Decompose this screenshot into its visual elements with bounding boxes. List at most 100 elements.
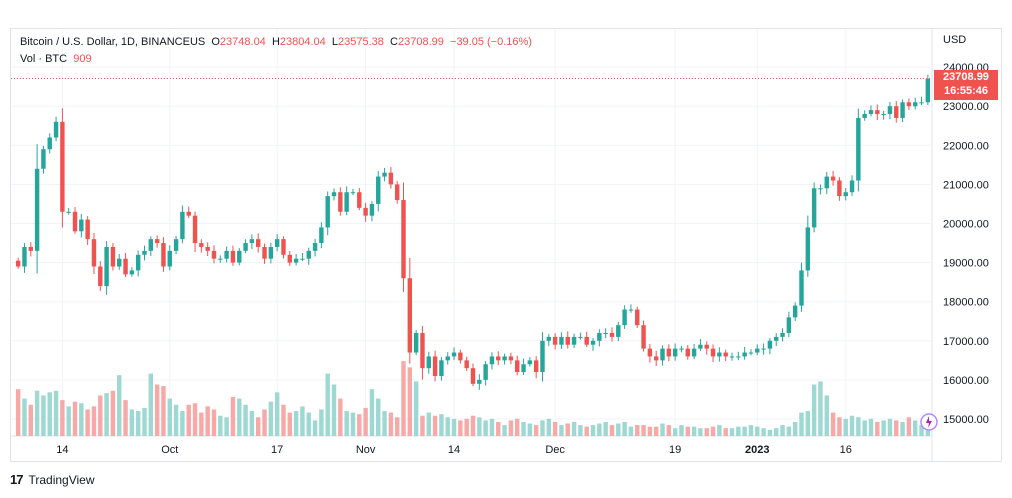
time-axis[interactable]: 14 Oct 17 Nov 14 Dec 19 2023 16	[56, 444, 852, 456]
candle-body	[533, 360, 539, 373]
change-value: −39.05 (−0.16%)	[450, 36, 532, 48]
volume-bar	[123, 400, 128, 436]
volume-bar	[824, 395, 829, 436]
volume-bar	[774, 428, 779, 436]
candle-body	[47, 137, 52, 150]
volume-bar	[912, 420, 918, 436]
volume-bar	[540, 420, 545, 436]
candle-body	[325, 196, 330, 228]
volume-bar	[742, 426, 747, 436]
tradingview-brand[interactable]: 17 TradingView	[10, 472, 95, 487]
currency-unit[interactable]: USD	[943, 34, 967, 46]
candle-body	[496, 356, 501, 361]
candle-body	[647, 348, 653, 357]
volume-bar	[60, 400, 65, 436]
volume-bar	[508, 420, 514, 436]
volume-bar	[792, 421, 798, 436]
candle-body	[597, 332, 602, 341]
volume-bar	[66, 406, 71, 436]
candle-body	[584, 336, 589, 345]
candle-body	[293, 258, 299, 263]
volume-bar	[603, 421, 608, 436]
close-value: 23708.99	[398, 36, 444, 48]
candle-body	[792, 305, 798, 318]
candle-body	[464, 360, 469, 369]
candle-body	[281, 239, 286, 255]
price-tick-label: 16000.00	[943, 375, 989, 387]
chart-frame	[10, 28, 1002, 462]
candle-body	[53, 121, 59, 138]
volume-bar	[154, 384, 160, 436]
volume-legend[interactable]: Vol · BTC 909	[20, 53, 92, 65]
bar-countdown: 16:55:46	[943, 85, 989, 98]
price-tick-label: 15000.00	[943, 414, 989, 426]
volume-bar	[679, 425, 684, 436]
volume-bar	[578, 425, 583, 436]
volume-bar	[843, 418, 848, 436]
candle-body	[218, 258, 223, 260]
volume-bar	[161, 386, 166, 436]
candle-body	[167, 250, 172, 267]
volume-bar	[47, 392, 52, 436]
candle-body	[521, 364, 526, 373]
volume-bar	[755, 426, 760, 436]
candle-body	[363, 207, 368, 216]
candle-body	[331, 192, 337, 197]
volume-bar	[868, 418, 874, 436]
candles	[15, 74, 931, 390]
volume-bar	[723, 428, 728, 436]
price-tick-label: 18000.00	[943, 297, 989, 309]
symbol-legend[interactable]: Bitcoin / U.S. Dollar, 1D, BINANCEUS O23…	[20, 36, 532, 48]
volume-bar	[22, 398, 27, 436]
candle-body	[653, 356, 659, 361]
volume-bar	[53, 390, 59, 436]
candle-body	[723, 352, 728, 357]
candle-body	[401, 200, 406, 279]
volume-bar	[79, 403, 84, 436]
candle-body	[919, 102, 924, 104]
volume-bar	[186, 404, 191, 436]
volume-bar	[98, 395, 103, 436]
volume-bar	[830, 412, 836, 436]
volume-bar	[881, 420, 886, 436]
candle-body	[451, 352, 457, 357]
volume-bar	[521, 421, 526, 436]
volume-bar	[15, 389, 21, 436]
candle-body	[104, 246, 109, 287]
events-icon[interactable]	[920, 413, 938, 431]
candle-body	[818, 188, 823, 190]
candle-body	[900, 102, 905, 118]
volume-bar	[262, 409, 267, 436]
volume-bar	[142, 407, 147, 436]
volume-bar	[312, 420, 318, 436]
volume-bar	[483, 420, 488, 436]
candle-body	[79, 219, 84, 232]
time-tick-label: 2023	[745, 444, 769, 456]
volume-bar	[300, 406, 305, 436]
candle-body	[805, 227, 811, 271]
candle-body	[312, 243, 318, 251]
volume-bar	[382, 411, 387, 436]
volume-bar	[609, 425, 615, 436]
volume-bar	[369, 389, 375, 436]
volume-bar	[552, 421, 558, 436]
candle-body	[287, 254, 293, 263]
candle-body	[262, 246, 267, 259]
volume-bar	[635, 425, 640, 436]
candle-body	[85, 219, 90, 240]
volume-bar	[110, 390, 116, 436]
candle-body	[679, 348, 684, 350]
time-tick-label: Dec	[545, 444, 565, 456]
volume-bar	[691, 426, 697, 436]
volume-bar	[357, 414, 362, 436]
volume-bar	[458, 420, 463, 436]
volume-bar	[230, 397, 236, 436]
price-tick-label: 19000.00	[943, 258, 989, 270]
volume-bar	[894, 420, 899, 436]
candle-body	[862, 114, 867, 118]
price-axis[interactable]: 15000.00 16000.00 17000.00 18000.00 19000.00…	[943, 62, 989, 426]
volume-bar	[439, 414, 444, 436]
candle-body	[622, 309, 627, 326]
price-tick-label: 21000.00	[943, 179, 989, 191]
